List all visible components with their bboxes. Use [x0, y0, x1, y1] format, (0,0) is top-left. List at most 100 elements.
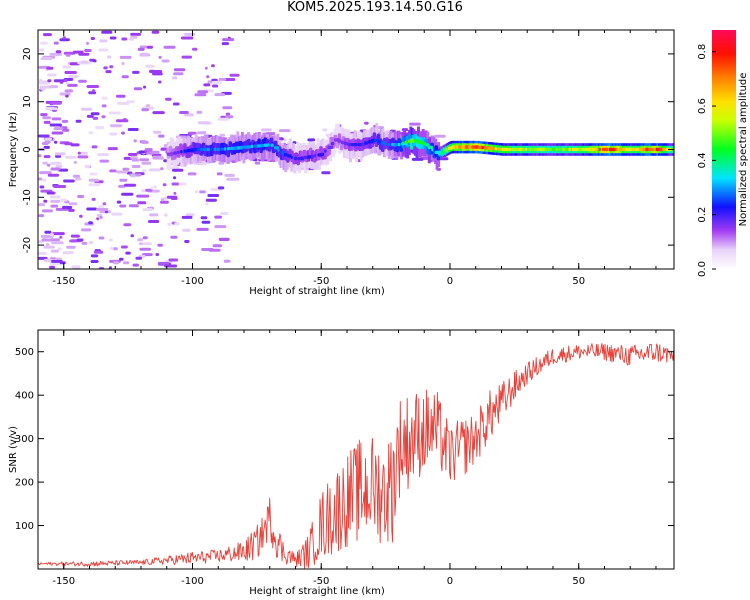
- spectrogram-speckle: [38, 251, 47, 255]
- spectrogram-speckle: [157, 243, 163, 247]
- spectrogram-ridge-core: [370, 138, 376, 143]
- spectrogram-speckle: [184, 240, 190, 243]
- spectrogram-speckle: [409, 122, 421, 126]
- spectrogram-speckle: [40, 87, 46, 91]
- spectrogram-speckle: [225, 115, 234, 119]
- spectrogram-speckle: [38, 177, 43, 181]
- spectrogram-xtick-label: 50: [572, 276, 585, 287]
- spectrogram-speckle: [139, 52, 149, 56]
- spectrogram-ridge-core: [504, 147, 509, 152]
- spectrogram-speckle: [58, 168, 69, 172]
- spectrogram-speckle: [224, 78, 236, 81]
- spectrogram-speckle: [211, 64, 215, 68]
- spectrogram-speckle: [153, 156, 160, 160]
- spectrogram-ridge-core: [421, 141, 426, 146]
- spectrogram-speckle: [158, 134, 165, 138]
- spectrogram-speckle: [144, 148, 153, 152]
- colorbar-tick-label: 0.2: [697, 207, 708, 223]
- spectrogram-speckle: [70, 143, 80, 147]
- spectrogram-speckle: [49, 195, 61, 199]
- spectrogram-speckle: [142, 208, 153, 212]
- spectrogram-speckle: [39, 185, 45, 189]
- spectrogram-speckle: [88, 221, 93, 225]
- spectrogram-speckle: [181, 55, 192, 59]
- spectrogram-speckle: [110, 124, 123, 128]
- spectrogram-ridge-core: [327, 145, 334, 149]
- spectrogram-ridge-core: [514, 147, 519, 152]
- spectrogram-speckle: [39, 171, 52, 175]
- spectrogram-speckle: [46, 66, 54, 70]
- spectrogram-speckle: [119, 55, 132, 59]
- spectrogram-speckle: [116, 119, 129, 123]
- spectrogram-speckle: [223, 259, 231, 263]
- spectrogram-speckle: [204, 66, 208, 70]
- spectrogram-speckle: [108, 266, 112, 269]
- spectrogram-speckle: [411, 157, 424, 161]
- spectrogram-speckle: [49, 161, 62, 165]
- spectrogram-speckle: [99, 215, 103, 219]
- spectrogram-speckle: [62, 251, 74, 255]
- colorbar: [712, 30, 736, 269]
- spectrogram-ridge-core: [247, 145, 250, 149]
- spectrogram-speckle: [86, 85, 99, 88]
- spectrogram-ridge-core: [481, 146, 484, 150]
- spectrogram-ytick-label: 20: [22, 48, 33, 61]
- spectrogram-speckle: [65, 94, 69, 98]
- spectrogram-ridge-core: [387, 143, 391, 147]
- spectrogram-ridge-core: [662, 147, 666, 152]
- spectrogram-speckle: [40, 113, 48, 117]
- spectrogram-speckle: [109, 36, 117, 40]
- spectrogram-speckle: [97, 153, 110, 157]
- spectrogram-speckle: [69, 62, 80, 66]
- spectrogram-speckle: [38, 203, 46, 207]
- spectrogram-ridge-core: [565, 147, 569, 152]
- spectrogram-speckle: [41, 209, 53, 213]
- spectrogram-ridge-core: [220, 147, 224, 151]
- spectrogram-ridge-core: [200, 147, 205, 152]
- spectrogram-speckle: [92, 116, 99, 120]
- spectrogram-speckle: [57, 247, 62, 251]
- spectrogram-ridge-core: [588, 147, 592, 152]
- spectrogram-speckle: [79, 214, 83, 218]
- snr-xtick-label: 50: [572, 576, 585, 587]
- spectrogram-speckle: [141, 140, 149, 144]
- spectrogram-speckle: [98, 205, 105, 209]
- spectrogram-speckle: [278, 129, 291, 133]
- spectrogram-speckle: [131, 158, 139, 162]
- spectrogram-speckle: [53, 185, 66, 188]
- spectrogram-speckle: [171, 182, 180, 186]
- spectrogram-speckle: [49, 52, 62, 56]
- spectrogram-speckle: [117, 101, 130, 105]
- spectrogram-speckle: [162, 183, 167, 187]
- spectrogram-ridge-core: [498, 147, 502, 151]
- spectrogram-speckle: [216, 172, 223, 176]
- spectrogram-speckle: [158, 80, 162, 84]
- spectrogram-speckle: [182, 228, 191, 232]
- spectrogram-speckle: [68, 208, 75, 212]
- spectrogram-speckle: [77, 155, 89, 159]
- spectrogram-speckle: [51, 117, 62, 121]
- spectrogram-speckle: [196, 227, 209, 231]
- spectrogram-speckle: [85, 41, 90, 45]
- spectrogram-speckle: [107, 55, 112, 59]
- snr-xtick-label: -50: [313, 576, 329, 587]
- spectrogram-speckle: [55, 154, 62, 158]
- spectrogram-ridge-core: [458, 145, 463, 149]
- spectrogram-speckle: [218, 77, 227, 81]
- spectrogram-ytick-label: -10: [22, 189, 33, 205]
- spectrogram-ridge-core: [652, 147, 655, 152]
- spectrogram-speckle: [88, 241, 94, 244]
- spectrogram-speckle: [47, 173, 60, 177]
- spectrogram-speckle: [42, 161, 48, 165]
- spectrogram-speckle: [108, 238, 113, 242]
- snr-y-axis-label: SNR (v/v): [8, 426, 19, 473]
- spectrogram-speckle: [75, 119, 82, 123]
- spectrogram-speckle: [212, 84, 219, 88]
- spectrogram-speckle: [137, 47, 145, 51]
- spectrogram-xtick-label: 0: [447, 276, 453, 287]
- spectrogram-speckle: [218, 238, 230, 241]
- spectrogram-speckle: [121, 192, 134, 196]
- spectrogram-speckle: [206, 75, 210, 79]
- spectrogram-ridge-core: [196, 147, 201, 152]
- snr-xtick-label: -100: [181, 576, 204, 587]
